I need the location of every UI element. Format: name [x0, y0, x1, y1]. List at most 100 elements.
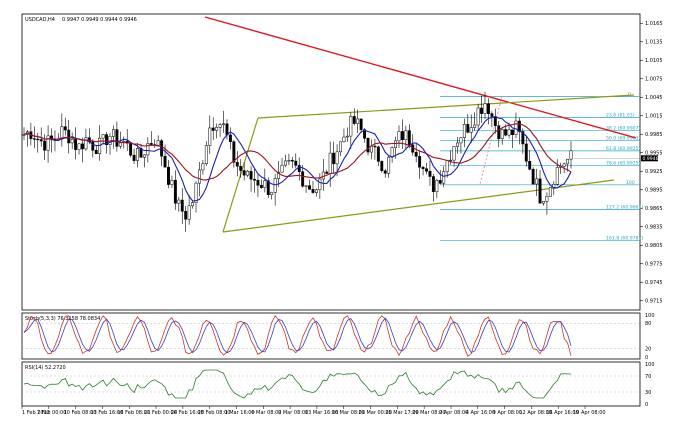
candle-body	[129, 142, 133, 156]
candle-body	[542, 201, 545, 204]
time-tick-label: 9 Apr 08:00	[493, 410, 522, 416]
candle-body	[132, 154, 136, 161]
candle-body	[208, 127, 212, 146]
candle-body	[400, 131, 404, 141]
price-tick-label: 0.9865	[645, 206, 663, 212]
candle-body	[387, 156, 391, 174]
fib-label: 0	[628, 92, 631, 98]
price-tick-label: 0.9775	[645, 262, 663, 268]
fib-label: 23.6 (61.03)	[606, 113, 635, 119]
candle-body	[566, 158, 570, 165]
price-tick-label: 1.0105	[645, 58, 663, 64]
ma-slow-line	[23, 123, 572, 181]
price-tick-label: 1.0075	[645, 77, 663, 83]
time-tick-label: 19 Apr 08:00	[573, 410, 606, 416]
candle-body	[339, 141, 342, 153]
stoch-tick-label: 80	[645, 321, 651, 327]
candle-body	[466, 124, 470, 133]
candle-body	[356, 118, 360, 124]
candle-body	[507, 129, 511, 136]
candle-body	[528, 161, 532, 170]
candle-body	[545, 196, 549, 202]
moving-averages	[23, 116, 640, 202]
price-tick-label: 0.9925	[645, 169, 663, 175]
candle-body	[383, 170, 387, 174]
candle-body	[222, 123, 225, 125]
candle-body	[84, 137, 88, 150]
candle-body	[548, 187, 552, 197]
candle-body	[36, 138, 40, 141]
candle-body	[191, 202, 195, 207]
candle-body	[287, 160, 291, 162]
rsi-tick-label: 0	[645, 402, 648, 408]
candle-body	[163, 155, 167, 168]
price-tick-label: 0.9955	[645, 151, 663, 157]
candle-body	[46, 135, 50, 151]
candle-body	[524, 143, 528, 162]
candle-body	[111, 129, 115, 137]
candle-body	[297, 165, 301, 172]
candle-body	[118, 142, 122, 147]
candle-body	[225, 123, 229, 136]
candle-body	[235, 162, 239, 167]
candle-body	[284, 160, 287, 166]
candle-body	[259, 184, 263, 188]
candle-body	[170, 180, 174, 185]
candle-body	[538, 178, 542, 204]
candle-body	[514, 120, 518, 135]
time-tick-label: 6 Mar 08:00	[251, 410, 281, 416]
candle-body	[277, 171, 281, 179]
candle-body	[201, 163, 205, 171]
time-tick-label: 1 Mar 16:00	[224, 410, 254, 416]
fib-label: 78.6 (60.9925)	[606, 161, 640, 167]
candle-body	[146, 143, 150, 156]
candle-body	[332, 152, 336, 165]
candle-body	[314, 189, 318, 193]
candle-body	[198, 169, 201, 184]
stoch-label: Stoch(5,3,3) 76.3158 78.0834	[25, 316, 100, 322]
candle-body	[81, 143, 84, 150]
candle-body	[242, 170, 246, 176]
candle-body	[308, 185, 311, 190]
stoch-tick-label: 20	[645, 346, 651, 352]
candle-body	[500, 129, 504, 139]
candle-body	[39, 139, 43, 142]
candle-body	[239, 166, 243, 171]
candle-body	[456, 142, 459, 147]
price-axis: 1.0165 1.0135 1.0105 1.0075 1.0045 1.0015 0.99…	[640, 21, 663, 305]
fib-label: 61.8 (60.9925)	[606, 146, 640, 152]
candle-body	[22, 134, 26, 136]
candle-body	[404, 130, 408, 141]
fib-label: 161.8 (60.9787)	[606, 235, 643, 241]
candle-body	[43, 140, 47, 151]
candle-body	[215, 127, 219, 131]
time-tick-label: 1 Feb 2012	[22, 410, 50, 416]
candle-body	[490, 113, 494, 117]
candle-body	[139, 148, 143, 158]
rsi-series	[23, 369, 572, 399]
candle-body	[452, 146, 456, 161]
price-tick-label: 0.9835	[645, 225, 663, 231]
candle-body	[70, 138, 74, 144]
stoch-tick-label: 100	[645, 313, 655, 319]
candle-body	[301, 171, 305, 187]
candle-body	[521, 131, 525, 145]
candle-body	[321, 171, 325, 180]
candle-body	[325, 171, 329, 174]
candle-body	[142, 154, 146, 158]
candle-body	[535, 178, 539, 185]
fib-label: 38.2 (60.9907)	[606, 126, 640, 132]
candle-body	[91, 141, 95, 151]
candle-body	[380, 161, 384, 172]
candle-body	[249, 170, 253, 180]
time-tick-label: 16 Feb 08:00	[117, 410, 150, 416]
candle-body	[342, 136, 346, 143]
candle-body	[428, 170, 432, 177]
candle-body	[445, 160, 449, 172]
candle-body	[493, 116, 497, 126]
candle-body	[476, 107, 480, 126]
candle-body	[359, 118, 363, 130]
candle-body	[469, 127, 473, 133]
rsi-tick-label: 100	[645, 362, 655, 368]
